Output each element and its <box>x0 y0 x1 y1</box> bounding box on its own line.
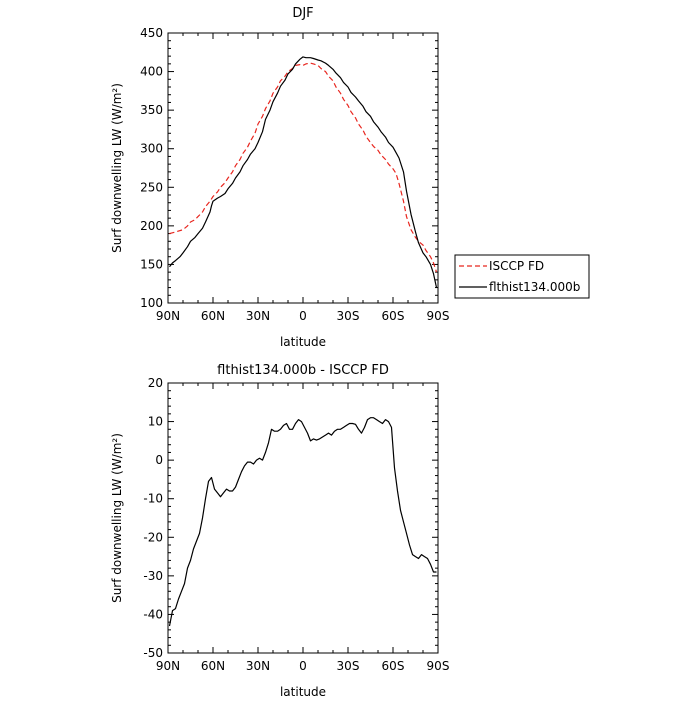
chart-top-x-tick-label: 0 <box>299 309 307 323</box>
chart-top-y-tick-label: 200 <box>140 219 163 233</box>
chart-top-series <box>169 56 438 288</box>
chart-top-series-line-1 <box>169 56 438 288</box>
chart-top-y-tick-label: 100 <box>140 296 163 310</box>
chart-bottom-x-tick-label: 60N <box>201 659 225 673</box>
chart-top-title: DJF <box>292 6 313 21</box>
chart-top-x-tick-label: 30N <box>246 309 270 323</box>
chart-top-x-tick-label: 90S <box>427 309 450 323</box>
chart-top: DJF 90N 60N 30N 0 30S 60S 90S 100 150 200 250 300 3… <box>110 6 590 349</box>
chart-top-ticks <box>167 32 439 304</box>
legend-label-isccp: ISCCP FD <box>489 259 544 273</box>
chart-bottom-ticks <box>167 382 439 654</box>
chart-top-y-tick-label: 450 <box>140 26 163 40</box>
chart-top-y-tick-label: 150 <box>140 257 163 271</box>
chart-bottom-y-tick-label: -10 <box>143 492 163 506</box>
chart-top-x-tick-label: 30S <box>337 309 360 323</box>
legend-box <box>454 254 590 299</box>
chart-bottom-x-tick-labels: 90N 60N 30N 0 30S 60S 90S <box>156 659 450 673</box>
chart-bottom-y-tick-label: 20 <box>148 376 163 390</box>
chart-bottom-x-tick-label: 30S <box>337 659 360 673</box>
chart-bottom-x-tick-label: 0 <box>299 659 307 673</box>
chart-top-y-tick-label: 350 <box>140 103 163 117</box>
chart-bottom-x-tick-label: 90N <box>156 659 180 673</box>
chart-bottom-series-line-0 <box>168 417 437 627</box>
chart-bottom: flthist134.000b - ISCCP FD 90N 60N 30N 0 30S… <box>110 363 449 699</box>
chart-top-x-tick-labels: 90N 60N 30N 0 30S 60S 90S <box>156 309 450 323</box>
chart-bottom-y-axis-label: Surf downwelling LW (W/m²) <box>110 433 124 603</box>
chart-bottom-x-tick-label: 90S <box>427 659 450 673</box>
chart-top-y-tick-label: 400 <box>140 65 163 79</box>
chart-bottom-y-tick-label: -40 <box>143 607 163 621</box>
chart-top-x-tick-label: 60N <box>201 309 225 323</box>
chart-top-x-tick-label: 90N <box>156 309 180 323</box>
chart-top-series-line-0 <box>169 62 438 273</box>
chart-bottom-y-tick-label: 10 <box>148 415 163 429</box>
legend-label-flthist: flthist134.000b <box>489 280 580 294</box>
chart-bottom-series <box>168 417 437 627</box>
chart-top-legend: ISCCP FD flthist134.000b <box>454 254 590 299</box>
chart-top-y-tick-label: 250 <box>140 180 163 194</box>
chart-bottom-x-tick-label: 30N <box>246 659 270 673</box>
chart-top-y-tick-labels: 100 150 200 250 300 350 400 450 <box>140 26 163 310</box>
chart-bottom-y-tick-label: -50 <box>143 646 163 660</box>
chart-bottom-x-tick-label: 60S <box>382 659 405 673</box>
chart-top-y-axis-label: Surf downwelling LW (W/m²) <box>110 83 124 253</box>
chart-top-y-tick-label: 300 <box>140 142 163 156</box>
chart-bottom-title: flthist134.000b - ISCCP FD <box>217 363 389 378</box>
chart-bottom-y-tick-label: 0 <box>155 453 163 467</box>
chart-top-x-tick-label: 60S <box>382 309 405 323</box>
chart-bottom-y-tick-label: -20 <box>143 530 163 544</box>
chart-top-x-axis-label: latitude <box>280 335 326 349</box>
chart-bottom-x-axis-label: latitude <box>280 685 326 699</box>
chart-bottom-y-tick-label: -30 <box>143 569 163 583</box>
chart-bottom-y-tick-labels: -50 -40 -30 -20 -10 0 10 20 <box>143 376 163 660</box>
